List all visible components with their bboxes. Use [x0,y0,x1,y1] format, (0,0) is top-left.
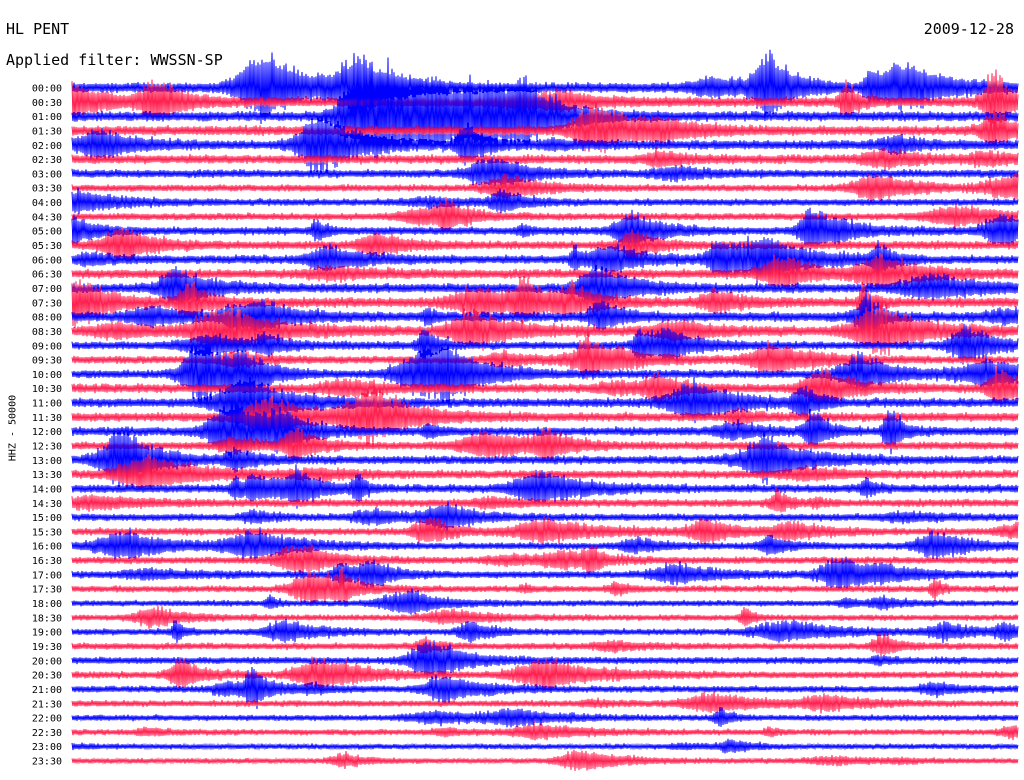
seismic-trace-row [71,566,1019,606]
seismic-trace-row [71,227,1019,263]
seismic-trace-row [71,618,1019,644]
seismic-trace-row [71,207,1019,252]
row-time-label: 09:30 [32,356,62,367]
row-time-label: 15:00 [32,513,62,524]
seismic-trace-row [71,187,1019,215]
seismic-trace-row [71,500,1019,532]
row-time-label: 14:30 [32,499,62,510]
seismic-trace-row [71,323,1019,365]
seismic-trace-row [71,376,1019,426]
seismic-trace-row [71,544,1019,576]
seismic-trace-row [71,516,1019,545]
seismic-trace-row [71,97,1019,154]
seismic-trace-row [71,722,1019,741]
row-time-label: 22:00 [32,714,62,725]
row-time-label: 02:00 [32,141,62,152]
row-time-label: 21:00 [32,685,62,696]
row-time-label: 11:00 [32,399,62,410]
seismic-trace-row [71,527,1019,561]
station-code: HL PENT [6,20,70,38]
row-time-label: 13:00 [32,456,62,467]
record-date: 2009-12-28 [923,20,1014,38]
row-time-label: 08:00 [32,313,62,324]
seismic-trace-row [71,275,1019,329]
seismic-trace-row [71,738,1019,754]
row-time-label: 23:00 [32,742,62,753]
seismic-trace-row [71,156,1019,187]
seismic-trace-row [71,196,1019,233]
seismic-trace-row [71,146,1019,171]
row-time-label: 03:30 [32,184,62,195]
row-time-label: 20:30 [32,671,62,682]
row-time-label: 08:30 [32,327,62,338]
row-time-label: 22:30 [32,728,62,739]
seismic-trace-row [71,253,1019,293]
seismic-trace-row [71,556,1019,591]
seismic-trace-row [71,487,1019,513]
applied-filter-label: Applied filter: WWSSN-SP [6,51,223,69]
seismic-trace-row [71,428,1019,487]
row-time-label: 16:30 [32,556,62,567]
row-time-label: 15:30 [32,527,62,538]
row-label-group: 00:00 00:30 01:00 01:30 02:00 02:30 03:00 03:30… [32,84,62,768]
seismic-trace-row [71,235,1019,286]
seismic-trace-row [71,454,1019,491]
row-time-label: 23:30 [32,757,62,768]
seismic-trace-row [71,300,1019,357]
row-time-label: 01:30 [32,126,62,137]
seismic-trace-row [71,336,1019,409]
seismic-trace-row [71,173,1019,203]
row-time-label: 03:00 [32,169,62,180]
seismic-trace-row [71,264,1019,310]
row-time-label: 18:00 [32,599,62,610]
seismic-trace-row [71,588,1019,615]
seismic-trace-row [71,749,1019,771]
row-time-label: 20:00 [32,656,62,667]
seismic-trace-row [71,640,1019,680]
row-time-label: 00:00 [32,84,62,95]
row-time-label: 00:30 [32,98,62,109]
row-time-label: 19:30 [32,642,62,653]
row-time-label: 06:00 [32,255,62,266]
row-time-label: 01:00 [32,112,62,123]
row-time-label: 17:00 [32,570,62,581]
row-time-label: 05:30 [32,241,62,252]
trace-group [71,49,1019,771]
row-time-label: 06:30 [32,270,62,281]
seismic-trace-row [71,666,1019,710]
row-time-label: 12:00 [32,427,62,438]
row-time-label: 14:00 [32,484,62,495]
row-time-label: 04:00 [32,198,62,209]
seismic-trace-row [71,111,1019,178]
seismic-trace-row [71,691,1019,714]
seismic-trace-row [71,69,1019,130]
row-time-label: 11:30 [32,413,62,424]
row-time-label: 19:00 [32,628,62,639]
row-time-label: 07:30 [32,298,62,309]
row-time-label: 02:30 [32,155,62,166]
seismic-trace-row [71,605,1019,629]
row-time-label: 18:30 [32,613,62,624]
row-time-label: 21:30 [32,699,62,710]
seismic-trace-row [71,632,1019,657]
row-time-label: 16:00 [32,542,62,553]
seismic-trace-row [71,49,1019,125]
row-time-label: 13:30 [32,470,62,481]
row-time-label: 07:00 [32,284,62,295]
row-time-label: 04:30 [32,212,62,223]
row-time-label: 05:00 [32,227,62,238]
row-time-label: 10:00 [32,370,62,381]
row-time-label: 12:30 [32,442,62,453]
row-time-label: 17:30 [32,585,62,596]
seismic-trace-row [71,399,1019,459]
seismic-trace-row [71,706,1019,728]
row-time-label: 10:30 [32,384,62,395]
row-time-label: 09:00 [32,341,62,352]
